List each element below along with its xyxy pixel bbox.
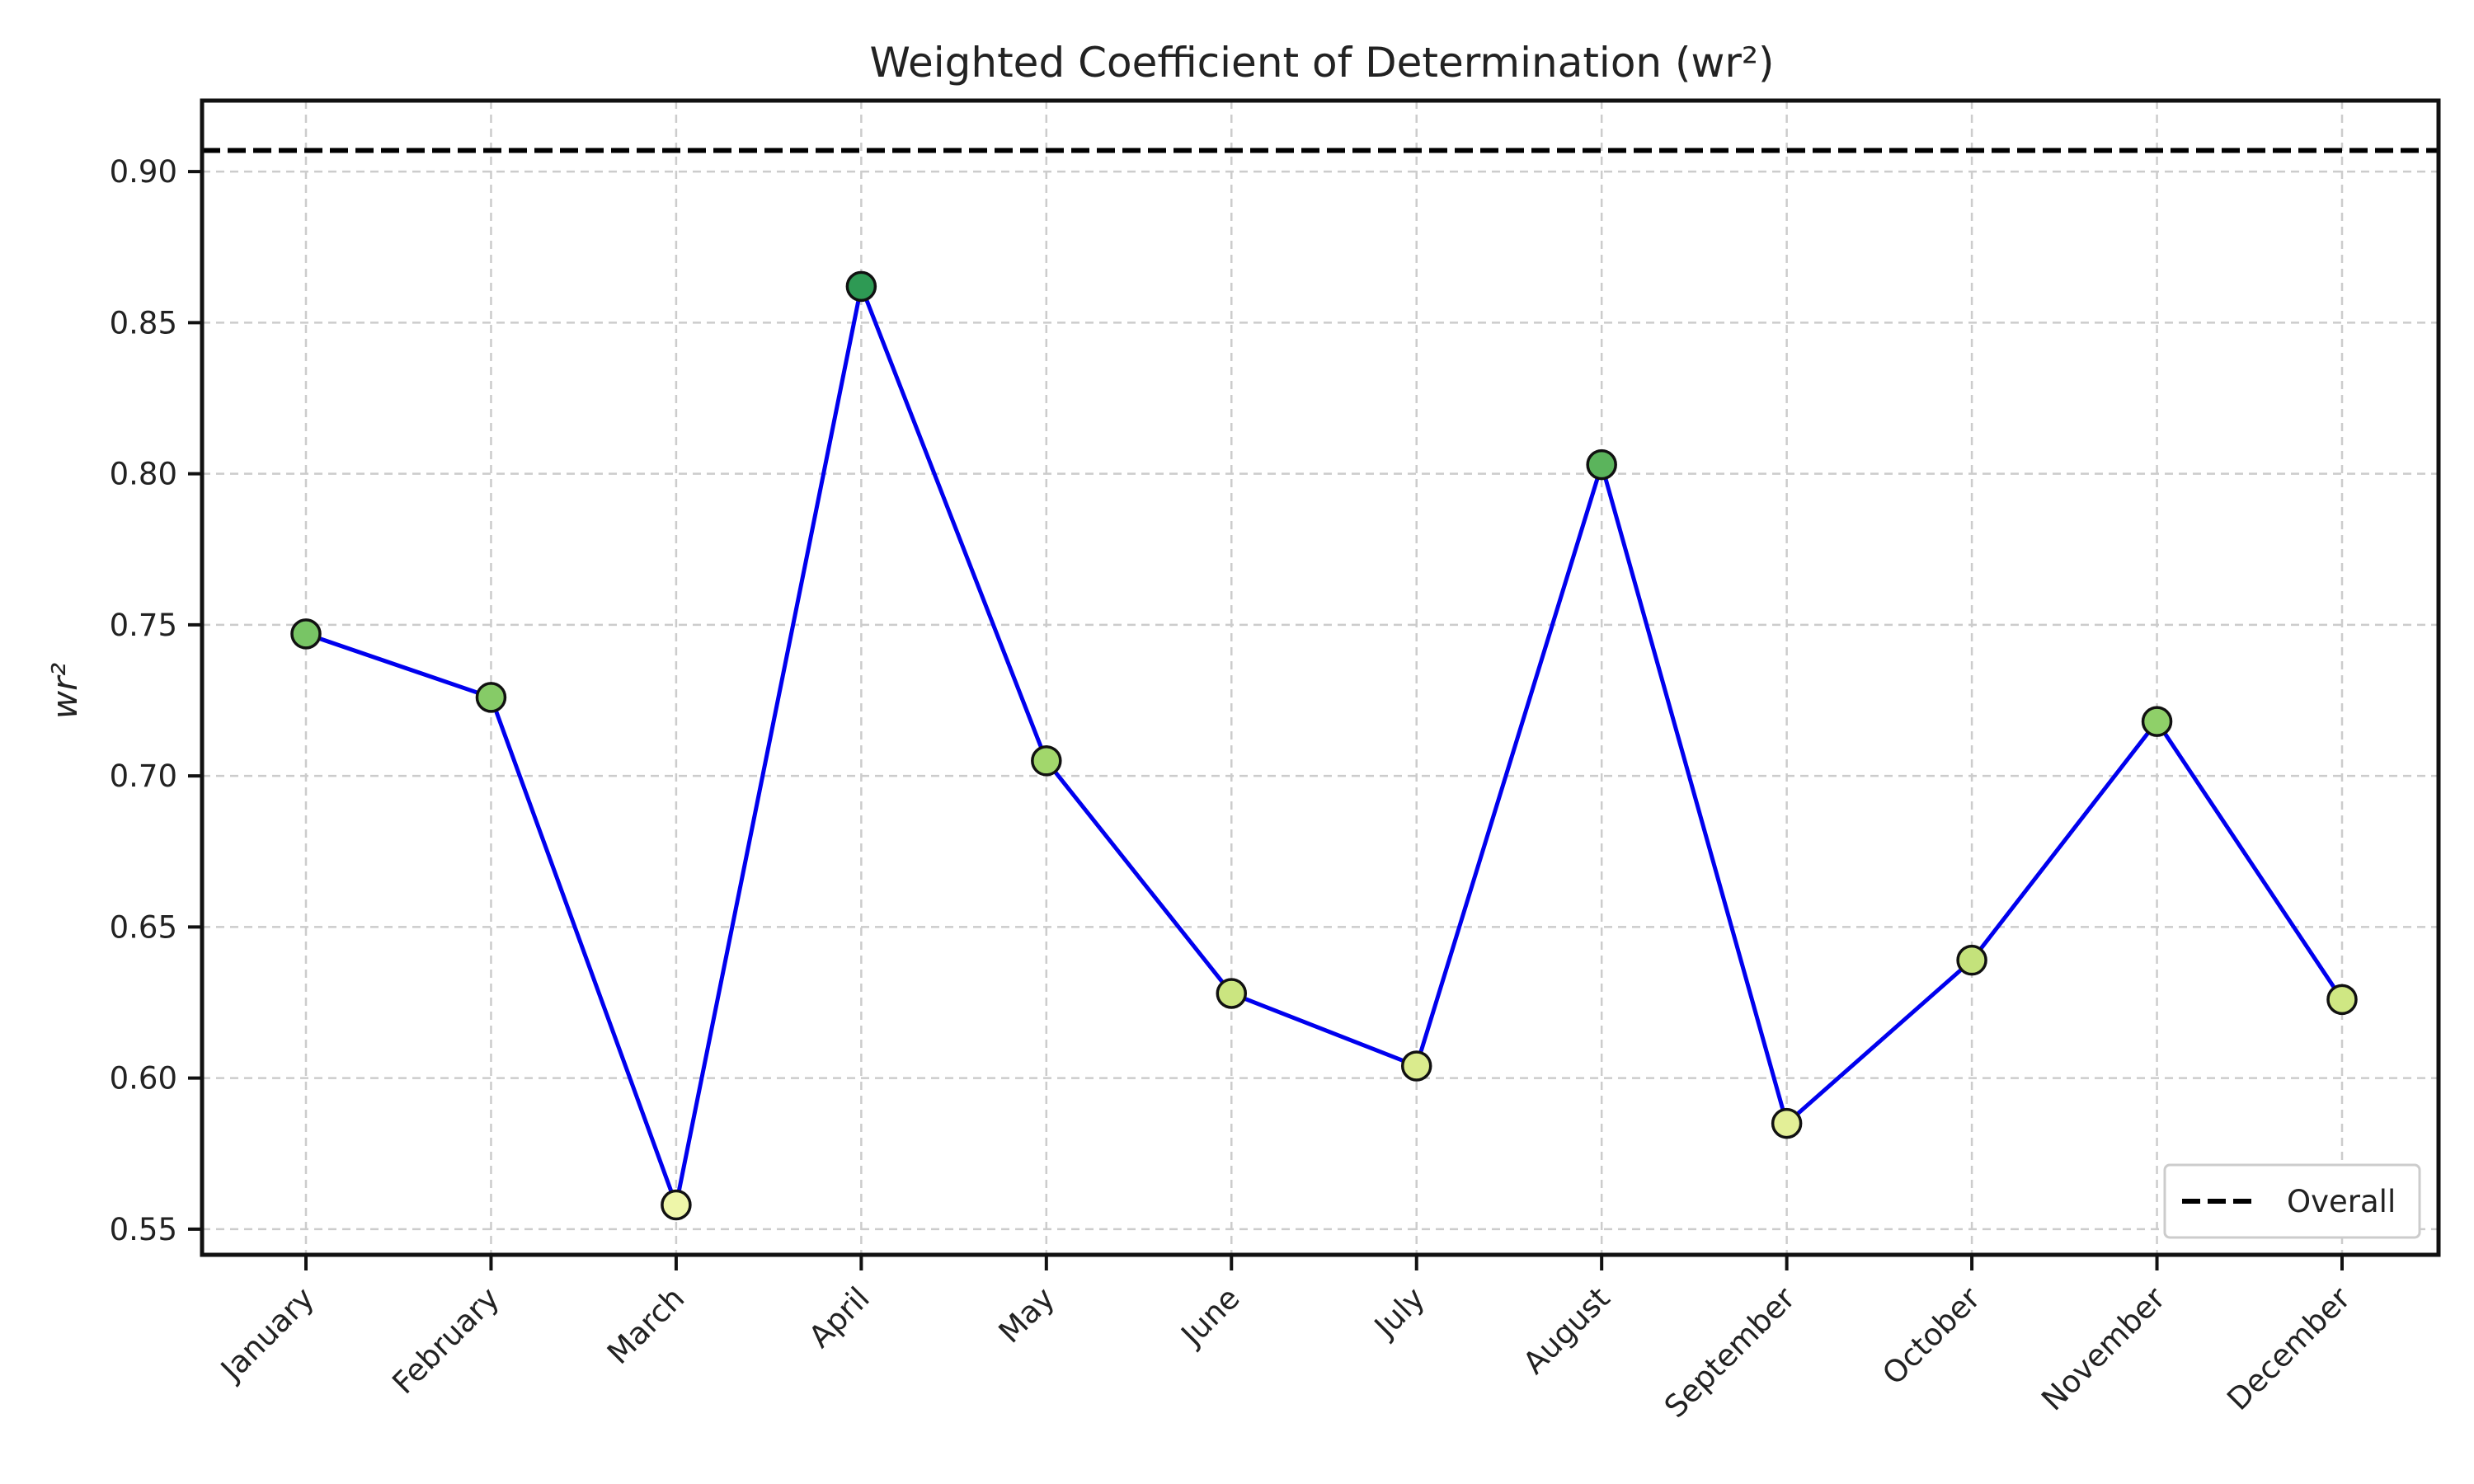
- y-tick-label: 0.60: [110, 1061, 177, 1097]
- data-point-april: [845, 270, 877, 303]
- series-layer: [290, 270, 2358, 1221]
- data-point-september: [1771, 1107, 1803, 1139]
- legend-overall-label: Overall: [2287, 1184, 2396, 1219]
- y-axis-ticks: 0.55 0.60 0.65 0.70 0.75 0.80 0.85 0.90: [110, 154, 202, 1247]
- chart-title: Weighted Coefficient of Determination (w…: [869, 39, 1774, 87]
- data-point-november: [2141, 706, 2173, 737]
- series-line: [305, 279, 2345, 1213]
- data-point-december: [2326, 984, 2358, 1016]
- legend: Overall: [2163, 1163, 2421, 1239]
- y-tick-label: 0.65: [110, 909, 177, 945]
- legend-box: [2163, 1163, 2421, 1239]
- data-point-january: [290, 618, 322, 650]
- data-point-june: [1216, 978, 1248, 1009]
- y-tick-label: 0.75: [110, 608, 177, 643]
- y-axis-label: wr²: [45, 663, 85, 720]
- y-tick-label: 0.70: [110, 758, 177, 794]
- data-point-july: [1400, 1050, 1432, 1082]
- data-point-august: [1586, 448, 1617, 481]
- plot-frame: [200, 98, 2441, 1257]
- data-point-march: [661, 1189, 692, 1221]
- y-tick-label: 0.85: [110, 305, 177, 340]
- data-point-february: [475, 682, 507, 713]
- y-tick-label: 0.55: [110, 1212, 177, 1247]
- data-point-october: [1956, 944, 1987, 976]
- y-tick-label: 0.80: [110, 457, 177, 492]
- y-tick-label: 0.90: [110, 154, 177, 190]
- data-point-may: [1031, 745, 1062, 777]
- plot-area: [202, 101, 2439, 1255]
